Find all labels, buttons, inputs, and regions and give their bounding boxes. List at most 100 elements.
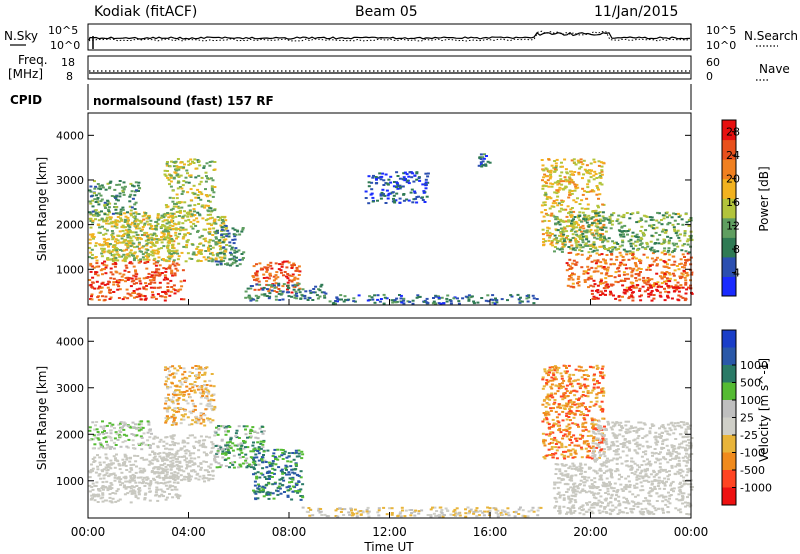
power-cell	[556, 195, 560, 198]
power-region	[590, 282, 694, 302]
velocity-cell	[141, 471, 145, 474]
velocity-cell	[92, 493, 95, 496]
velocity-cell	[320, 514, 324, 516]
power-cell	[577, 280, 581, 283]
power-cell	[672, 244, 676, 247]
velocity-cell	[187, 475, 191, 478]
power-cell	[628, 295, 632, 298]
power-cell	[595, 252, 599, 255]
power-cell	[158, 238, 162, 241]
velocity-cell	[139, 435, 143, 438]
velocity-cell	[595, 380, 599, 383]
power-cell	[685, 259, 688, 262]
power-cell	[493, 302, 497, 305]
power-cell	[569, 268, 573, 270]
power-cell	[281, 290, 285, 293]
velocity-cell	[101, 420, 104, 423]
power-cell	[598, 222, 602, 225]
velocity-cell	[153, 478, 157, 481]
velocity-cell	[586, 390, 590, 393]
power-cell	[170, 237, 174, 240]
power-cell	[602, 235, 606, 238]
power-cell	[598, 294, 602, 296]
power-cell	[542, 184, 546, 187]
velocity-cell	[167, 398, 171, 401]
velocity-cell	[192, 469, 196, 472]
power-cell	[109, 258, 112, 261]
velocity-cell	[466, 506, 470, 509]
velocity-cell	[553, 365, 557, 368]
power-cell	[155, 249, 159, 252]
power-cell	[677, 287, 681, 290]
power-cell	[122, 191, 125, 194]
velocity-cell	[567, 375, 571, 378]
power-cell	[599, 282, 602, 285]
velocity-cell	[192, 445, 196, 448]
power-cell	[683, 256, 686, 258]
velocity-cell	[271, 460, 275, 463]
power-cell	[546, 179, 550, 182]
power-cell	[166, 245, 170, 248]
power-cell	[94, 218, 97, 221]
velocity-cell	[119, 421, 123, 424]
power-cell	[618, 230, 622, 232]
velocity-cell	[132, 486, 136, 489]
velocity-cell	[164, 402, 168, 405]
power-cell	[140, 220, 144, 223]
velocity-cell	[171, 456, 175, 459]
velocity-cell	[170, 465, 174, 468]
power-cell	[132, 265, 136, 268]
power-cell	[230, 246, 234, 249]
power-cell	[263, 294, 267, 297]
velocity-cell	[114, 492, 118, 495]
velocity-cell	[88, 490, 92, 493]
power-cell	[173, 274, 177, 277]
power-cell	[301, 288, 305, 291]
power-cell	[238, 233, 242, 236]
velocity-cell	[584, 428, 588, 431]
velocity-cell	[239, 442, 243, 445]
velocity-cell	[124, 476, 128, 479]
power-cell	[293, 283, 297, 286]
power-cell	[482, 157, 486, 160]
velocity-cell	[290, 481, 294, 483]
velocity-cell	[361, 511, 365, 514]
power-cell	[202, 166, 206, 169]
velocity-cell	[388, 507, 392, 510]
power-cell	[650, 263, 654, 266]
velocity-cell	[584, 394, 588, 397]
power-cell	[115, 250, 119, 253]
velocity-cell	[207, 405, 211, 408]
velocity-cell	[146, 431, 150, 434]
velocity-cell	[530, 509, 534, 512]
velocity-cell	[193, 463, 197, 466]
velocity-cell	[175, 495, 179, 498]
power-cell	[166, 226, 170, 229]
power-cell	[111, 273, 115, 276]
velocity-cell	[260, 458, 263, 461]
power-cell	[211, 195, 215, 198]
power-cell	[103, 240, 107, 243]
power-cell	[224, 219, 228, 222]
velocity-cell	[145, 458, 149, 461]
power-cell	[567, 212, 570, 215]
power-cell	[156, 214, 160, 217]
power-cell	[128, 205, 132, 208]
power-cell	[644, 220, 648, 223]
power-cell	[588, 230, 592, 233]
power-cell	[644, 229, 648, 232]
power-cell	[610, 214, 614, 217]
power-cell	[219, 224, 223, 227]
power-cell	[143, 222, 147, 225]
power-cell	[576, 235, 580, 238]
power-cell	[559, 178, 563, 181]
power-cell	[552, 166, 556, 169]
velocity-cell	[99, 477, 103, 480]
power-cell	[561, 228, 565, 231]
velocity-cell	[297, 474, 301, 477]
velocity-cell	[152, 437, 156, 440]
power-cell	[571, 237, 575, 239]
velocity-cell	[348, 513, 352, 516]
power-colorbar-swatch	[722, 256, 736, 277]
power-cell	[163, 236, 167, 239]
